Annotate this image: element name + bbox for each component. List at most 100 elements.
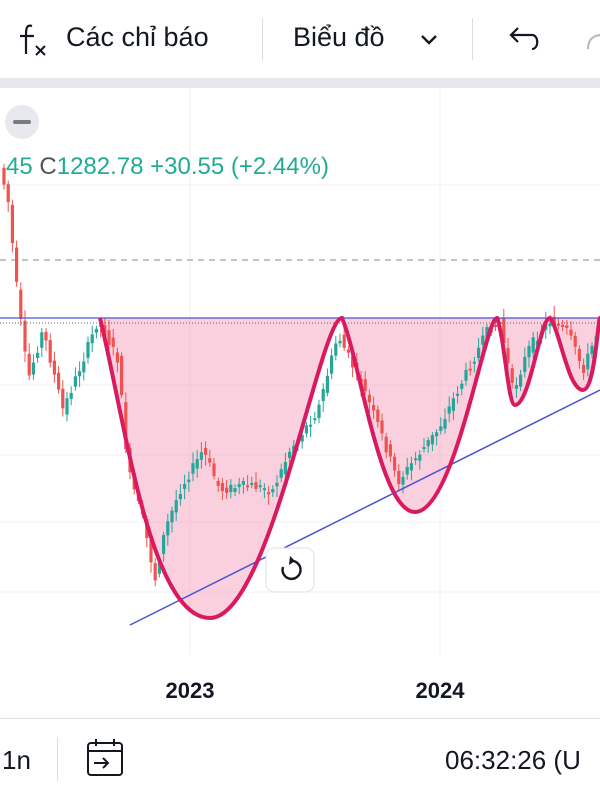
candle-body — [27, 353, 31, 376]
candle-body — [514, 385, 518, 389]
legend-value: 1282.78 — [56, 153, 144, 180]
indicators-icon — [20, 24, 46, 56]
candle-body — [111, 337, 115, 347]
candle-body — [577, 349, 581, 361]
legend-label: C — [39, 153, 57, 180]
candle-body — [338, 340, 342, 344]
candle-body — [346, 349, 350, 353]
candle-body — [65, 398, 69, 415]
candle-body — [309, 424, 313, 427]
candle-body — [493, 325, 497, 328]
legend-change: +30.55 — [150, 153, 225, 180]
candle-body — [531, 337, 535, 353]
candle-body — [451, 398, 455, 411]
candle-body — [300, 435, 304, 442]
candle-body — [288, 451, 292, 459]
candle-body — [86, 341, 90, 358]
chart-type-button[interactable]: Biểu đồ — [293, 22, 385, 52]
candle-body — [262, 488, 266, 491]
cup-outline — [98, 315, 600, 621]
candle-body — [208, 458, 212, 463]
candle-body — [561, 324, 565, 327]
candle-body — [443, 418, 447, 429]
candle-body — [456, 393, 460, 396]
candle-body — [162, 535, 166, 554]
candle-body — [447, 406, 451, 414]
candle-body — [124, 402, 128, 450]
candle-body — [397, 470, 401, 485]
candle-body — [481, 335, 485, 345]
candle-body — [275, 482, 279, 487]
candle-body — [115, 352, 119, 363]
candle-body — [435, 432, 439, 437]
candle-body — [82, 361, 86, 373]
candle-body — [418, 454, 422, 461]
candle-body — [426, 440, 430, 447]
candle-body — [351, 356, 355, 368]
candle-body — [73, 376, 77, 387]
interval-button[interactable]: 1n — [2, 745, 31, 775]
candle-body — [372, 404, 376, 411]
candle-body — [229, 484, 233, 493]
toolbar: Các chỉ báo Biểu đồ — [0, 0, 600, 78]
candle-body — [36, 352, 40, 359]
candle-body — [31, 362, 35, 375]
separator — [57, 737, 58, 781]
candle-body — [464, 369, 468, 381]
candle-body — [439, 426, 443, 431]
redo-button[interactable] — [584, 25, 600, 55]
candle-body — [170, 510, 174, 523]
candle-body — [6, 184, 10, 203]
date-range-button[interactable] — [84, 737, 128, 781]
trend-line — [129, 389, 600, 626]
candle-body — [468, 368, 472, 371]
candle-body — [10, 204, 14, 244]
candle-body — [510, 368, 514, 383]
candle-body — [405, 467, 409, 475]
candle-body — [523, 356, 527, 372]
candle-body — [149, 539, 153, 563]
candle-body — [472, 361, 476, 364]
candle-body — [237, 484, 241, 488]
candle-body — [94, 328, 98, 333]
candle-body — [569, 329, 573, 336]
candle-body — [506, 348, 510, 364]
candle-body — [216, 480, 220, 486]
candle-body — [166, 521, 170, 536]
candle-body — [527, 345, 531, 358]
candle-body — [334, 343, 338, 356]
candle-body — [363, 379, 367, 392]
candle-body — [225, 487, 229, 493]
candle-body — [199, 452, 203, 460]
candle-body — [90, 334, 94, 344]
candle-body — [48, 340, 52, 363]
clock: 06:32:26 (U — [445, 745, 581, 775]
candle-body — [246, 485, 250, 488]
candle-body — [590, 345, 594, 355]
toolbar-divider — [0, 78, 600, 88]
candle-body — [69, 392, 73, 399]
collapse-icon — [13, 120, 31, 124]
candle-body — [250, 482, 254, 485]
candle-body — [313, 418, 317, 421]
candle-body — [174, 500, 178, 513]
undo-button[interactable] — [506, 25, 542, 55]
candle-body — [157, 561, 161, 574]
candle-body — [321, 389, 325, 402]
candle-body — [195, 459, 199, 469]
separator — [262, 18, 263, 60]
candle-body — [61, 388, 65, 409]
candle-body — [401, 476, 405, 485]
reset-button[interactable] — [265, 547, 315, 593]
candle-body — [556, 323, 560, 326]
candle-body — [187, 479, 191, 483]
candle-body — [233, 488, 237, 492]
chevron-icon — [421, 35, 437, 45]
legend-change-percent: (+2.44%) — [230, 153, 329, 180]
candle-body — [384, 436, 388, 453]
indicators-button[interactable]: Các chỉ báo — [66, 22, 209, 52]
candle-body — [178, 493, 182, 500]
candle-body — [325, 375, 329, 393]
candle-body — [153, 563, 157, 581]
candle-body — [204, 447, 208, 455]
